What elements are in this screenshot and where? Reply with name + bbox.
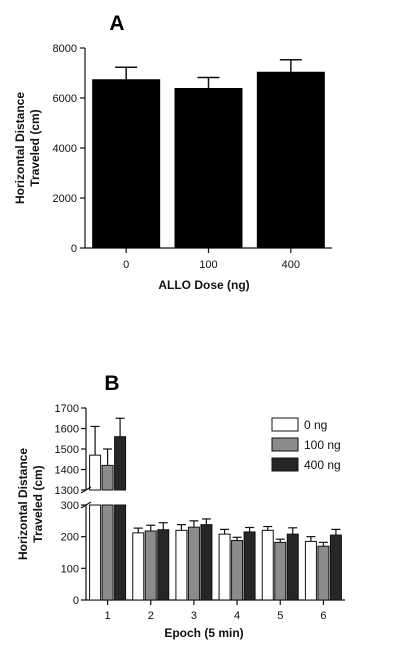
panel-b-y-tick-label: 1500 (55, 444, 79, 456)
panel-b-x-tick-label: 4 (234, 610, 240, 622)
panel-b-y-tick-label: 100 (61, 563, 79, 575)
panel-b-y-tick-label: 200 (61, 532, 79, 544)
panel-b-legend-swatch (271, 417, 299, 432)
panel-b-letter: B (104, 372, 119, 395)
panel-a-plot-area: 0 2000 4000 6000 8000 0 100 400 (53, 43, 332, 271)
panel-b-bar (89, 454, 102, 491)
panel-b-bar (101, 464, 114, 491)
panel-b-bar (231, 539, 244, 601)
panel-b-x-tick-label: 3 (191, 610, 197, 622)
panel-b-x-tick-label: 6 (320, 610, 326, 622)
panel-b-x-axis-label: Epoch (5 min) (164, 626, 243, 640)
panel-a-y-tick-label: 8000 (53, 43, 77, 55)
panel-b-x-tick-label: 5 (277, 610, 283, 622)
panel-b-x-tick-label: 2 (148, 610, 154, 622)
panel-a-x-axis-label: ALLO Dose (ng) (158, 278, 249, 292)
panel-b-bar-lower (101, 504, 114, 601)
panel-b-y-tick-label: 1400 (55, 465, 79, 477)
panel-b-bar (144, 530, 157, 601)
panel-b-legend-label: 100 ng (304, 438, 341, 452)
panel-b-x-tick-label: 1 (105, 610, 111, 622)
panel-a-y-axis-label: Horizontal DistanceTraveled (cm) (13, 92, 42, 204)
panel-b: B Horizontal DistanceTraveled (cm) Epoch… (16, 372, 345, 640)
panel-b-y-axis-label: Horizontal DistanceTraveled (cm) (16, 448, 45, 560)
panel-b-bar (187, 526, 200, 601)
panel-b-y-tick-label: 0 (73, 595, 79, 607)
panel-b-y-tick-label: 1300 (55, 485, 79, 497)
panel-b-legend-swatch (271, 437, 299, 452)
panel-b-bar (261, 529, 274, 601)
panel-a-bar (92, 79, 161, 248)
panel-a-x-tick-label: 100 (199, 259, 217, 271)
panel-a: A Horizontal DistanceTraveled (cm) ALLO … (13, 12, 332, 292)
panel-b-y-tick-label: 1700 (55, 403, 79, 415)
panel-b-y-tick-label: 300 (61, 500, 79, 512)
panel-b-plot-area: 1300 1400 1500 1600 1700 0 100 200 300 1 2 3 4 5 6 (55, 403, 345, 622)
panel-a-bar (174, 88, 243, 248)
panel-b-bar (218, 533, 231, 601)
panel-a-y-tick-label: 2000 (53, 193, 77, 205)
panel-b-bar (175, 529, 188, 601)
panel-b-legend-label: 0 ng (304, 418, 327, 432)
panel-a-letter: A (109, 12, 124, 35)
panel-a-x-tick-label: 400 (282, 259, 300, 271)
panel-b-bar-lower (114, 504, 127, 601)
panel-a-bar (256, 71, 325, 248)
panel-b-bar (317, 545, 330, 601)
panel-b-bar (286, 533, 299, 601)
panel-a-y-tick-label: 6000 (53, 93, 77, 105)
panel-b-bar (274, 541, 287, 601)
panel-b-legend-swatch (271, 457, 299, 472)
panel-a-y-tick-label: 4000 (53, 143, 77, 155)
panel-b-bar (329, 534, 342, 601)
panel-b-bar-lower (89, 504, 102, 601)
panel-b-bar (114, 436, 127, 491)
panel-b-bar (243, 531, 256, 601)
panel-a-y-tick-label: 0 (71, 243, 77, 255)
panel-a-x-tick-label: 0 (123, 259, 129, 271)
panel-b-bar (200, 524, 213, 601)
panel-b-axis-break-mark (80, 486, 92, 494)
panel-b-legend: 0 ng 100 ng 400 ng (271, 417, 341, 472)
panel-b-axis-break-mark (80, 501, 92, 509)
panel-b-bar (157, 529, 170, 601)
panel-b-y-tick-label: 1600 (55, 424, 79, 436)
panel-b-bar (304, 540, 317, 601)
panel-b-legend-label: 400 ng (304, 458, 341, 472)
panel-b-bar (132, 532, 145, 601)
